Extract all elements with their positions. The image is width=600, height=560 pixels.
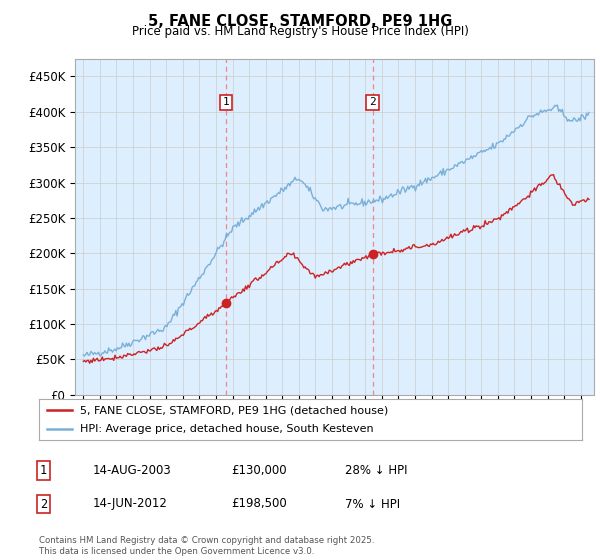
Text: Price paid vs. HM Land Registry's House Price Index (HPI): Price paid vs. HM Land Registry's House … xyxy=(131,25,469,38)
Text: 2: 2 xyxy=(40,497,47,511)
Text: 14-AUG-2003: 14-AUG-2003 xyxy=(93,464,172,477)
Text: £198,500: £198,500 xyxy=(231,497,287,511)
Text: 7% ↓ HPI: 7% ↓ HPI xyxy=(345,497,400,511)
Text: £130,000: £130,000 xyxy=(231,464,287,477)
Text: 14-JUN-2012: 14-JUN-2012 xyxy=(93,497,168,511)
Text: 5, FANE CLOSE, STAMFORD, PE9 1HG: 5, FANE CLOSE, STAMFORD, PE9 1HG xyxy=(148,14,452,29)
Text: 1: 1 xyxy=(223,97,230,108)
Text: 5, FANE CLOSE, STAMFORD, PE9 1HG (detached house): 5, FANE CLOSE, STAMFORD, PE9 1HG (detach… xyxy=(80,405,388,415)
Text: HPI: Average price, detached house, South Kesteven: HPI: Average price, detached house, Sout… xyxy=(80,424,373,433)
Text: 2: 2 xyxy=(369,97,376,108)
Text: 1: 1 xyxy=(40,464,47,477)
Text: Contains HM Land Registry data © Crown copyright and database right 2025.
This d: Contains HM Land Registry data © Crown c… xyxy=(39,536,374,556)
Text: 28% ↓ HPI: 28% ↓ HPI xyxy=(345,464,407,477)
